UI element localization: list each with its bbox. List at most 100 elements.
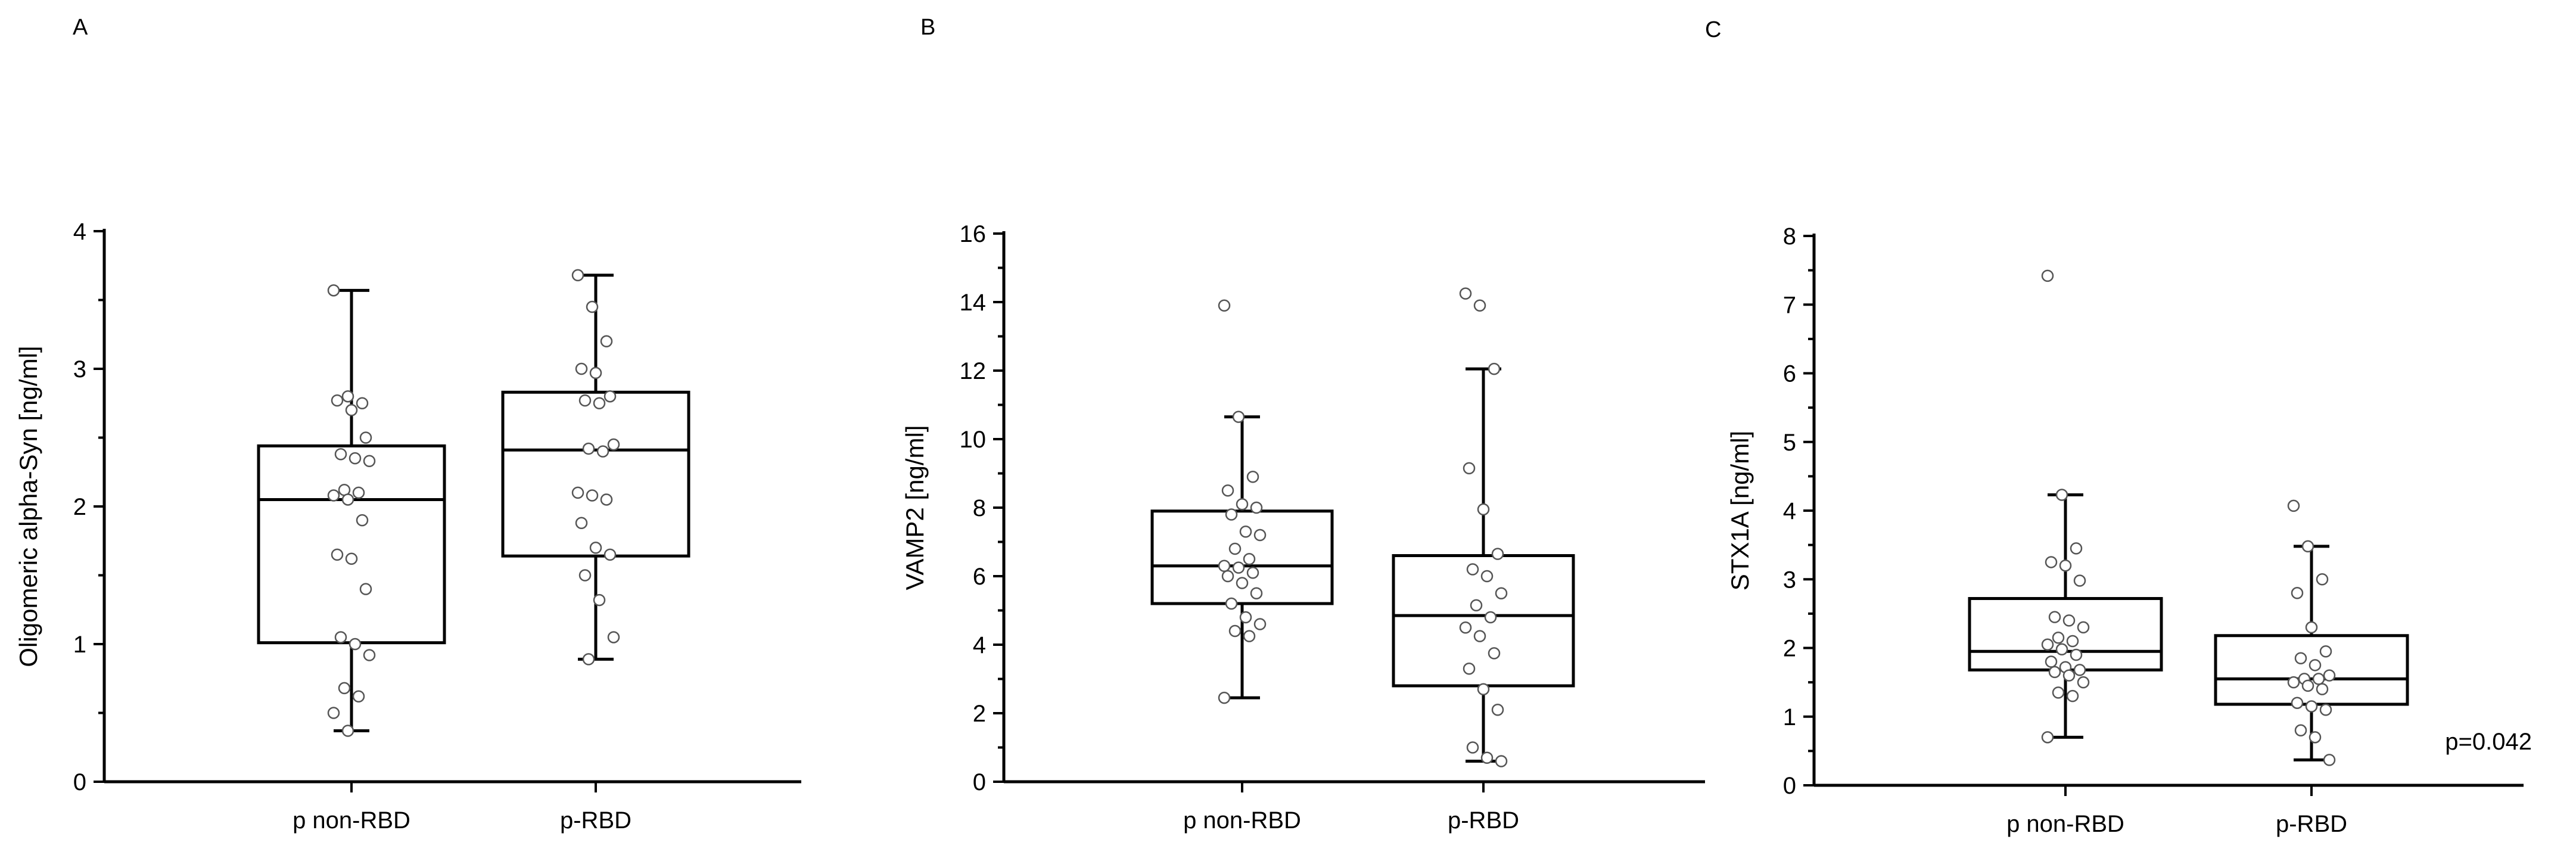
- data-point: [341, 725, 354, 737]
- y-tick-label: 4: [73, 219, 86, 245]
- panel-letter: C: [1705, 17, 1721, 42]
- data-point: [2055, 643, 2068, 656]
- data-point: [2041, 731, 2054, 744]
- data-point: [1243, 553, 1256, 565]
- data-point: [331, 548, 344, 561]
- data-point: [571, 269, 584, 282]
- data-point: [1463, 462, 1476, 475]
- data-point: [1232, 561, 1245, 574]
- data-point: [1488, 647, 1501, 660]
- data-point: [345, 552, 358, 565]
- data-point: [341, 493, 354, 506]
- data-point: [2287, 676, 2300, 689]
- data-point: [349, 452, 362, 465]
- iqr-box: [257, 444, 446, 645]
- data-point: [2305, 700, 2318, 713]
- panel-letter: A: [73, 15, 88, 40]
- data-point: [341, 390, 354, 403]
- data-point: [338, 682, 351, 695]
- x-tick-label: p-RBD: [2276, 811, 2347, 837]
- data-point: [603, 390, 617, 403]
- y-tick-label: 1: [73, 632, 86, 658]
- x-tick-label: p-RBD: [1448, 807, 1519, 834]
- data-point: [1488, 362, 1501, 375]
- data-point: [1477, 683, 1490, 695]
- data-point: [1491, 704, 1504, 716]
- data-point: [1253, 618, 1267, 630]
- boxplot-group: p non-RBD: [1150, 299, 1334, 834]
- data-point: [593, 593, 606, 607]
- data-point: [356, 397, 369, 409]
- data-point: [359, 431, 372, 444]
- data-point: [586, 489, 599, 502]
- data-point: [1228, 542, 1242, 555]
- data-point: [2073, 664, 2086, 676]
- data-point: [575, 517, 588, 529]
- data-point: [359, 583, 372, 595]
- data-point: [2073, 574, 2086, 587]
- data-point: [600, 335, 613, 348]
- boxplot-group: p non-RBD: [257, 284, 446, 834]
- data-point: [2070, 648, 2083, 661]
- data-point: [2062, 614, 2076, 627]
- data-point: [334, 447, 347, 461]
- data-point: [607, 631, 620, 644]
- data-point: [2305, 621, 2318, 634]
- data-point: [2309, 659, 2322, 672]
- data-point: [2323, 669, 2336, 682]
- data-point: [596, 445, 609, 458]
- data-point: [2070, 542, 2083, 555]
- data-point: [2052, 631, 2065, 644]
- y-tick-label: 5: [1783, 430, 1796, 456]
- boxplot-group: p-RBD: [501, 269, 690, 834]
- data-point: [1228, 624, 1242, 638]
- y-tick-label: 7: [1783, 292, 1796, 318]
- y-tick-label: 8: [1783, 223, 1796, 250]
- data-point: [2287, 499, 2300, 512]
- data-point: [1246, 471, 1259, 483]
- data-point: [1484, 611, 1497, 624]
- data-point: [593, 397, 606, 409]
- y-tick-label: 10: [960, 427, 987, 453]
- data-point: [1236, 577, 1249, 589]
- data-point: [607, 438, 620, 451]
- y-tick-label: 14: [960, 290, 987, 316]
- panel-b: B 0 2 4 6 8 10 12 14 16 VAMP2 [ng/ml] p non-RBD p-RB…: [901, 15, 1705, 834]
- data-point: [1470, 599, 1483, 612]
- x-tick-label: p-RBD: [560, 807, 631, 834]
- y-tick-label: 1: [1783, 704, 1796, 730]
- iqr-box: [1150, 509, 1334, 605]
- data-point: [1463, 663, 1476, 675]
- data-point: [2312, 673, 2325, 685]
- data-point: [1232, 411, 1245, 423]
- data-point: [2041, 269, 2054, 282]
- y-tick-label: 12: [960, 358, 987, 384]
- data-point: [578, 394, 592, 407]
- boxplot-group: p-RBD: [2214, 499, 2409, 837]
- panel-letter: B: [920, 15, 935, 40]
- data-point: [2294, 724, 2307, 737]
- data-point: [1480, 570, 1494, 583]
- y-tick-label: 0: [973, 769, 986, 795]
- data-point: [1239, 611, 1252, 624]
- y-tick-label: 2: [973, 701, 986, 727]
- data-point: [1218, 691, 1231, 704]
- panel-c: C 0 1 2 3 4 5 6 7 8 STX1A [ng/ml] p non-RBD p-RBD p=0…: [1705, 17, 2532, 837]
- data-point: [1473, 299, 1486, 312]
- data-point: [2323, 754, 2336, 766]
- data-point: [1459, 621, 1472, 634]
- data-point: [575, 362, 588, 375]
- data-point: [1250, 501, 1263, 514]
- y-tick-label: 6: [1783, 361, 1796, 387]
- data-point: [352, 486, 365, 499]
- data-point: [2066, 635, 2079, 648]
- data-point: [2045, 556, 2058, 568]
- data-point: [1239, 526, 1252, 538]
- data-point: [327, 489, 340, 502]
- y-tick-label: 16: [960, 221, 987, 247]
- data-point: [586, 300, 599, 313]
- data-point: [2048, 666, 2061, 679]
- y-tick-label: 6: [973, 564, 986, 590]
- boxplot-group: p non-RBD: [1968, 269, 2163, 837]
